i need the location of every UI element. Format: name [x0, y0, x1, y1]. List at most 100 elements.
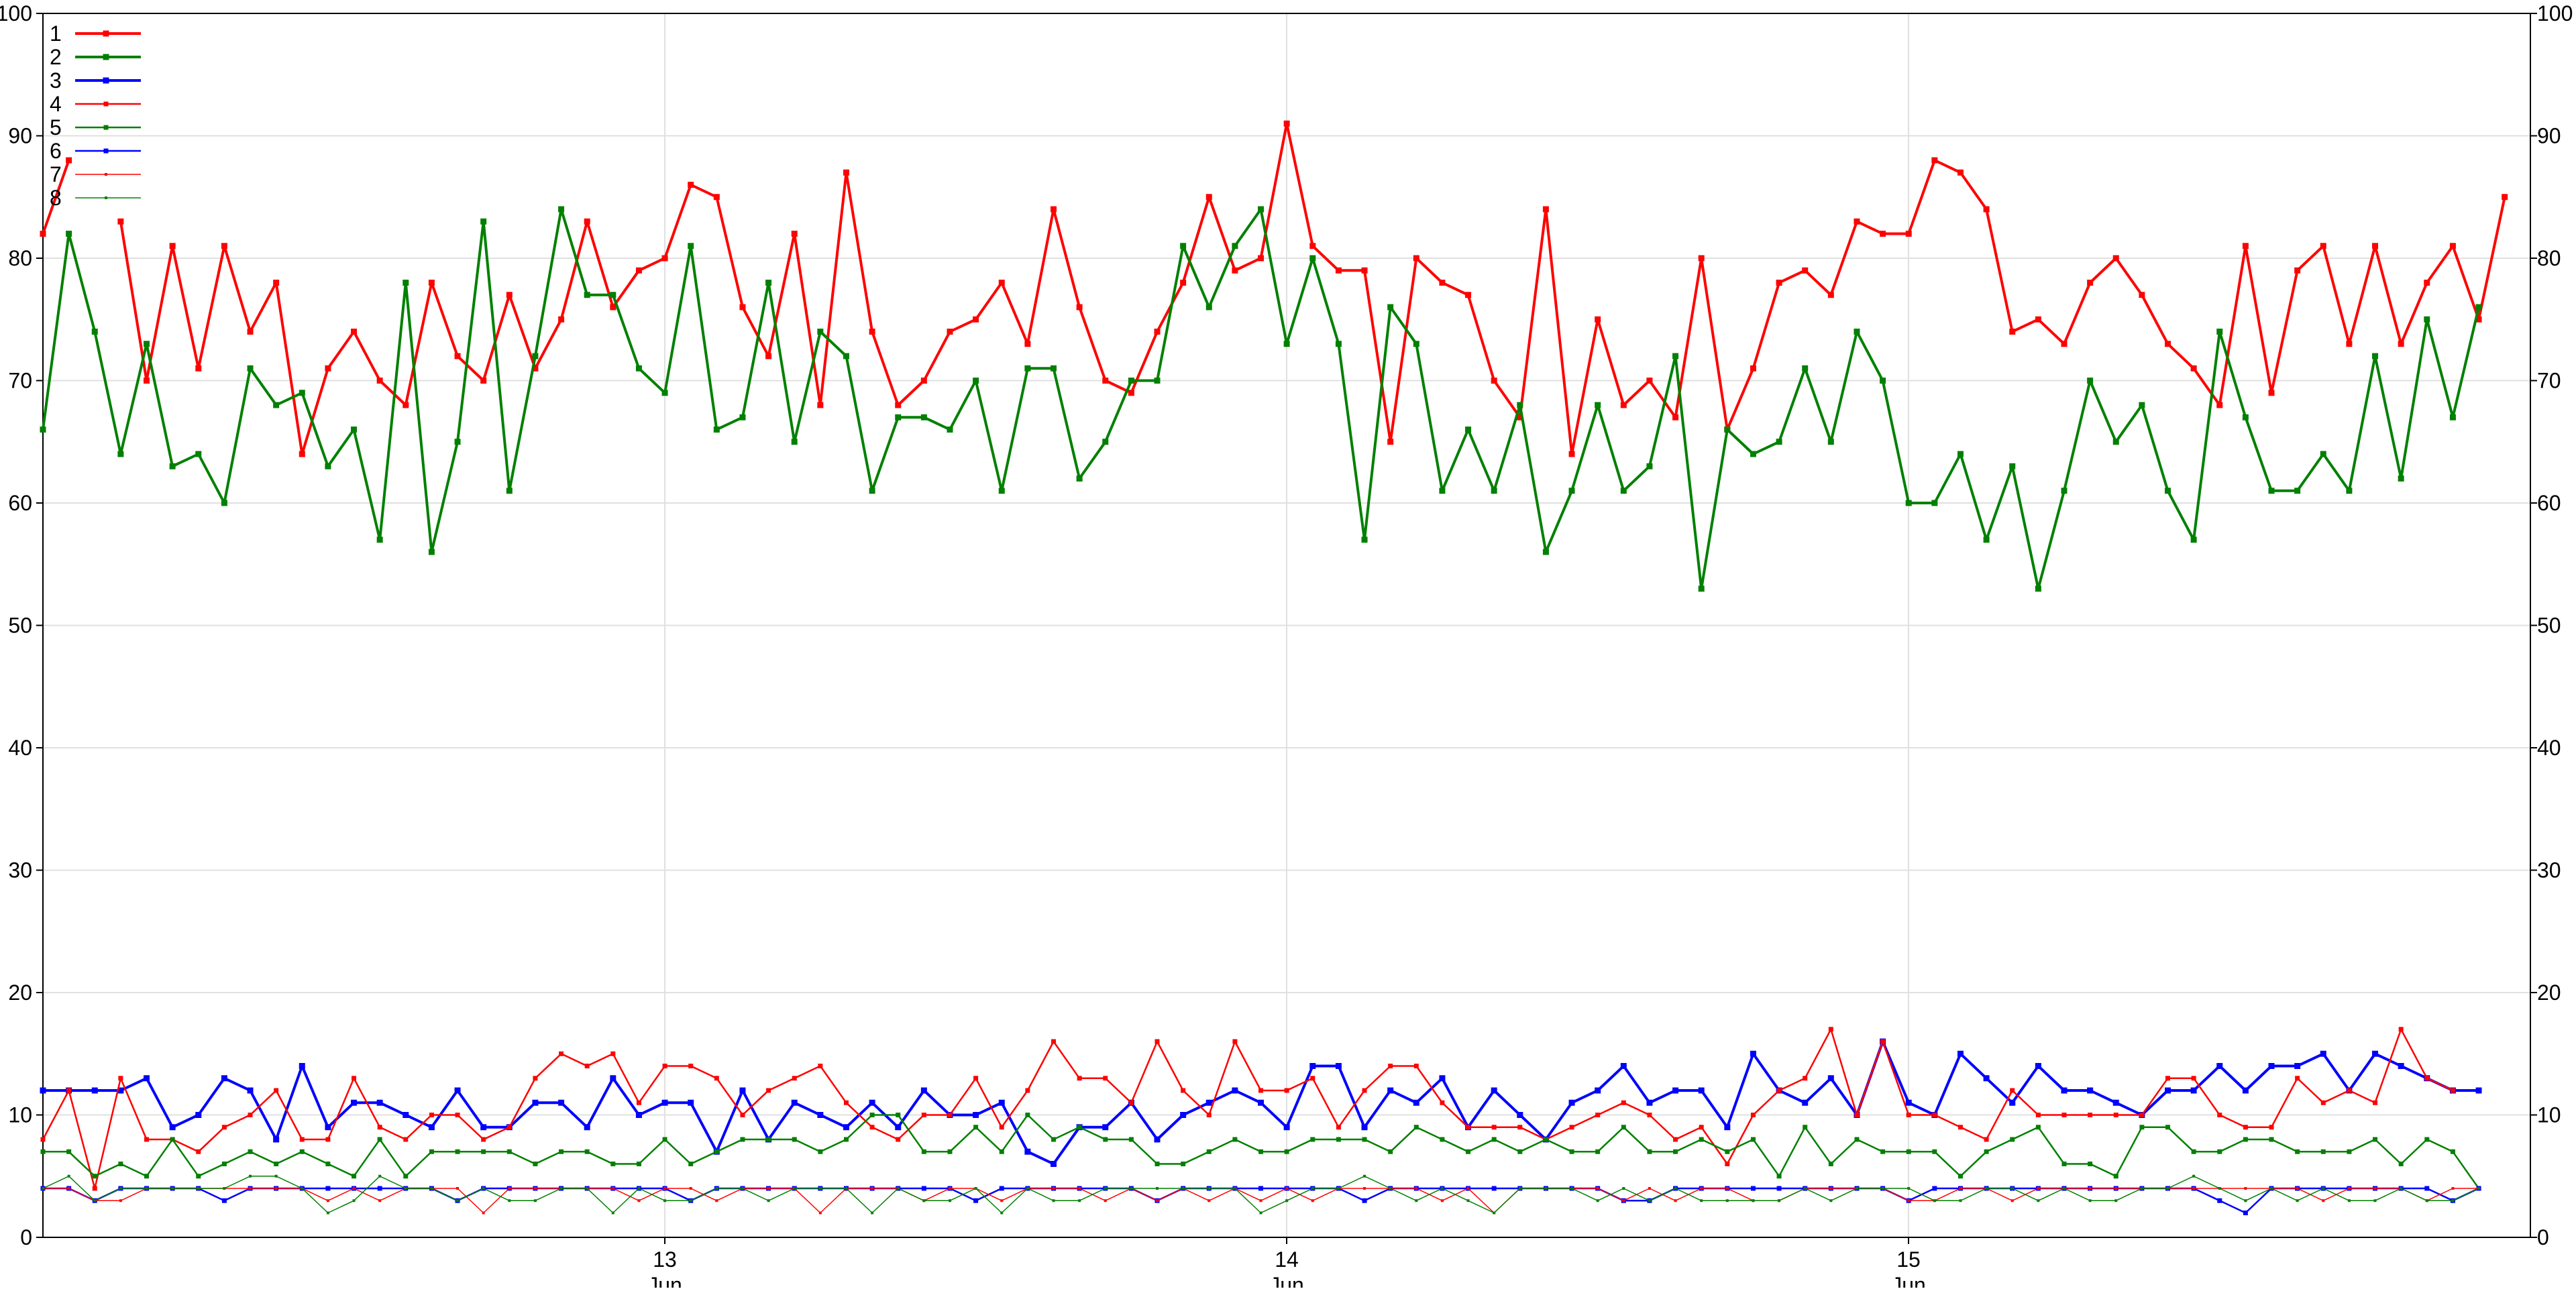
data-point	[2270, 1187, 2273, 1190]
data-point	[2424, 1076, 2430, 1081]
data-point	[920, 1087, 927, 1094]
data-point	[1078, 1187, 1081, 1190]
x-tick-label: 13	[653, 1247, 677, 1272]
data-point	[1232, 243, 1238, 249]
data-point	[663, 1199, 667, 1202]
data-point	[1803, 1125, 1808, 1130]
data-point	[42, 1187, 44, 1190]
series-line-1	[42, 160, 70, 235]
data-point	[1258, 1099, 1265, 1106]
data-point	[610, 1162, 616, 1166]
data-point	[1258, 1088, 1264, 1093]
data-point	[247, 329, 254, 335]
data-point	[688, 1099, 694, 1106]
y-tick-label-left: 100	[0, 1, 32, 25]
legend-item-1: 1	[50, 21, 141, 46]
y-tick-label-right: 60	[2537, 491, 2561, 515]
data-point	[144, 1137, 150, 1142]
data-point	[325, 1162, 331, 1166]
data-point	[715, 1199, 718, 1202]
y-tick-label-right: 0	[2537, 1225, 2549, 1249]
data-point	[1387, 439, 1394, 445]
data-point	[2398, 1063, 2404, 1069]
data-point	[378, 1199, 382, 1202]
data-point	[586, 1187, 589, 1190]
data-point	[1309, 243, 1316, 249]
data-point	[973, 1112, 979, 1118]
data-point	[1699, 1125, 1704, 1130]
data-point	[1725, 1187, 1729, 1190]
x-tick-sublabel: Jun	[1269, 1273, 1304, 1288]
data-point	[1959, 1199, 1962, 1202]
data-point	[1827, 292, 1834, 298]
data-point	[1905, 1099, 1912, 1106]
data-point	[610, 1051, 616, 1056]
data-point	[2190, 537, 2197, 543]
data-point	[351, 1099, 358, 1106]
data-point	[119, 1199, 122, 1202]
data-point	[2035, 316, 2041, 323]
data-point	[558, 206, 565, 213]
data-point	[248, 1113, 253, 1117]
data-point	[66, 1149, 72, 1154]
data-point	[559, 1051, 564, 1056]
data-point	[948, 1199, 951, 1202]
data-point	[1776, 280, 1782, 286]
data-point	[1724, 427, 1731, 433]
data-point	[325, 365, 331, 372]
data-point	[2320, 1100, 2326, 1105]
data-point	[1000, 1211, 1004, 1215]
data-point	[818, 1211, 822, 1215]
data-point	[221, 500, 227, 506]
data-point	[920, 414, 927, 420]
data-point	[1154, 329, 1161, 335]
data-point	[1646, 463, 1653, 469]
data-point	[869, 488, 875, 494]
data-point	[1646, 378, 1653, 384]
data-point	[1413, 1099, 1419, 1106]
data-point	[1880, 231, 1886, 237]
data-point	[1517, 402, 1523, 408]
data-point	[2451, 1199, 2455, 1202]
data-point	[402, 280, 409, 286]
data-point	[2112, 1099, 2119, 1106]
data-point	[1284, 1088, 1289, 1093]
data-point	[2320, 243, 2326, 249]
data-point	[1155, 1162, 1160, 1166]
data-point	[636, 1100, 641, 1105]
data-point	[817, 329, 824, 335]
data-point	[352, 1187, 356, 1190]
data-point	[2009, 329, 2016, 335]
data-point	[1154, 378, 1161, 384]
data-point	[2243, 1211, 2248, 1215]
data-point	[921, 1186, 926, 1191]
data-point	[1905, 231, 1912, 237]
data-point	[2296, 1187, 2299, 1190]
data-point	[637, 1199, 641, 1202]
data-point	[1156, 1187, 1159, 1190]
data-point	[688, 182, 694, 188]
data-point	[2424, 280, 2430, 286]
data-point	[766, 1088, 771, 1093]
data-point	[1620, 1063, 1627, 1069]
data-point	[869, 1125, 875, 1130]
data-point	[1544, 1187, 1548, 1190]
data-point	[1362, 1137, 1367, 1142]
data-point	[1698, 1087, 1705, 1094]
data-point	[869, 1113, 875, 1117]
data-point	[1802, 1099, 1809, 1106]
data-point	[92, 1174, 97, 1179]
data-point	[1983, 1075, 1990, 1082]
data-point	[1596, 1199, 1599, 1202]
data-point	[1672, 1087, 1679, 1094]
data-point	[2112, 255, 2119, 262]
data-point	[118, 1162, 123, 1166]
data-point	[1181, 1088, 1186, 1093]
data-point	[196, 1174, 201, 1179]
data-point	[1363, 1174, 1366, 1178]
data-point	[273, 402, 280, 408]
data-point	[1440, 1137, 1445, 1142]
data-point	[1413, 1064, 1419, 1068]
data-point	[144, 378, 150, 384]
